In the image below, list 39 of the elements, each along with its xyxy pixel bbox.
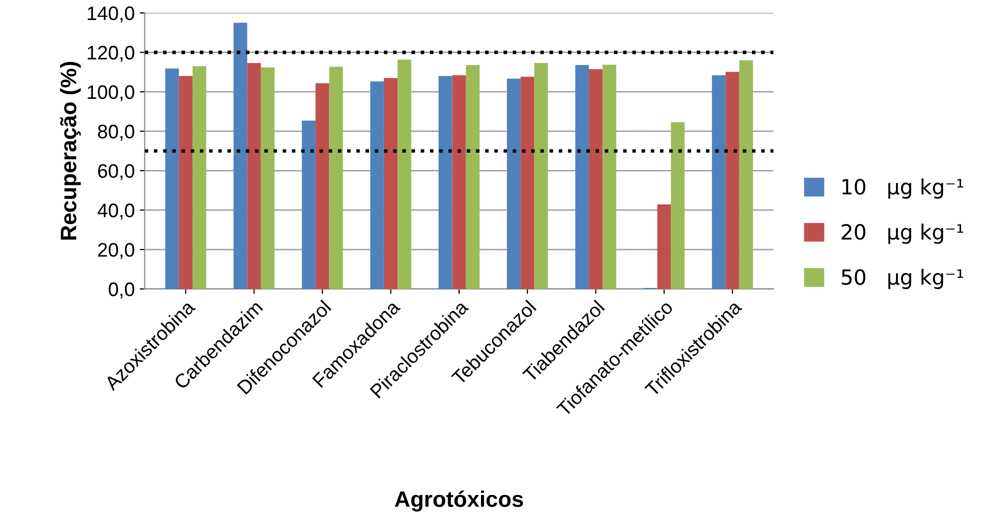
bar	[165, 68, 179, 289]
y-tick-label: 120,0	[88, 46, 134, 62]
y-tick-label: 40,0	[98, 204, 134, 220]
y-tick-label: 100,0	[88, 85, 134, 102]
bar	[384, 78, 398, 289]
bar	[588, 69, 603, 289]
y-tick-label: 80,0	[98, 124, 134, 141]
bar	[657, 204, 671, 289]
legend-label: 50 µg kg⁻¹	[842, 268, 964, 289]
y-tick-label: 140,0	[88, 6, 134, 22]
bar	[739, 60, 753, 289]
bar	[726, 72, 740, 289]
y-axis-title: Recuperação (%)	[60, 62, 81, 240]
bar	[192, 66, 206, 289]
x-axis-title: Agrotóxicos	[394, 490, 523, 512]
bar	[712, 75, 726, 289]
bar	[260, 67, 275, 289]
bar	[670, 122, 685, 289]
bar	[178, 76, 193, 289]
y-tick-label: 0,0	[108, 282, 134, 298]
y-tick-label: 60,0	[98, 164, 134, 180]
bar	[370, 81, 384, 289]
legend-label: 10 µg kg⁻¹	[842, 178, 964, 199]
bar	[329, 66, 343, 289]
bar	[602, 64, 616, 289]
y-tick-label: 20,0	[98, 242, 134, 260]
bar	[506, 78, 521, 289]
bar	[302, 120, 316, 289]
bar	[466, 64, 480, 289]
bar	[247, 62, 261, 289]
bar	[438, 76, 452, 289]
bar	[534, 62, 548, 289]
bar	[398, 60, 412, 289]
bar	[520, 76, 534, 289]
bar	[316, 83, 330, 289]
bar	[575, 64, 589, 289]
bar	[234, 22, 248, 289]
bar	[452, 75, 466, 289]
legend-label: 20 µg kg⁻¹	[842, 224, 964, 244]
